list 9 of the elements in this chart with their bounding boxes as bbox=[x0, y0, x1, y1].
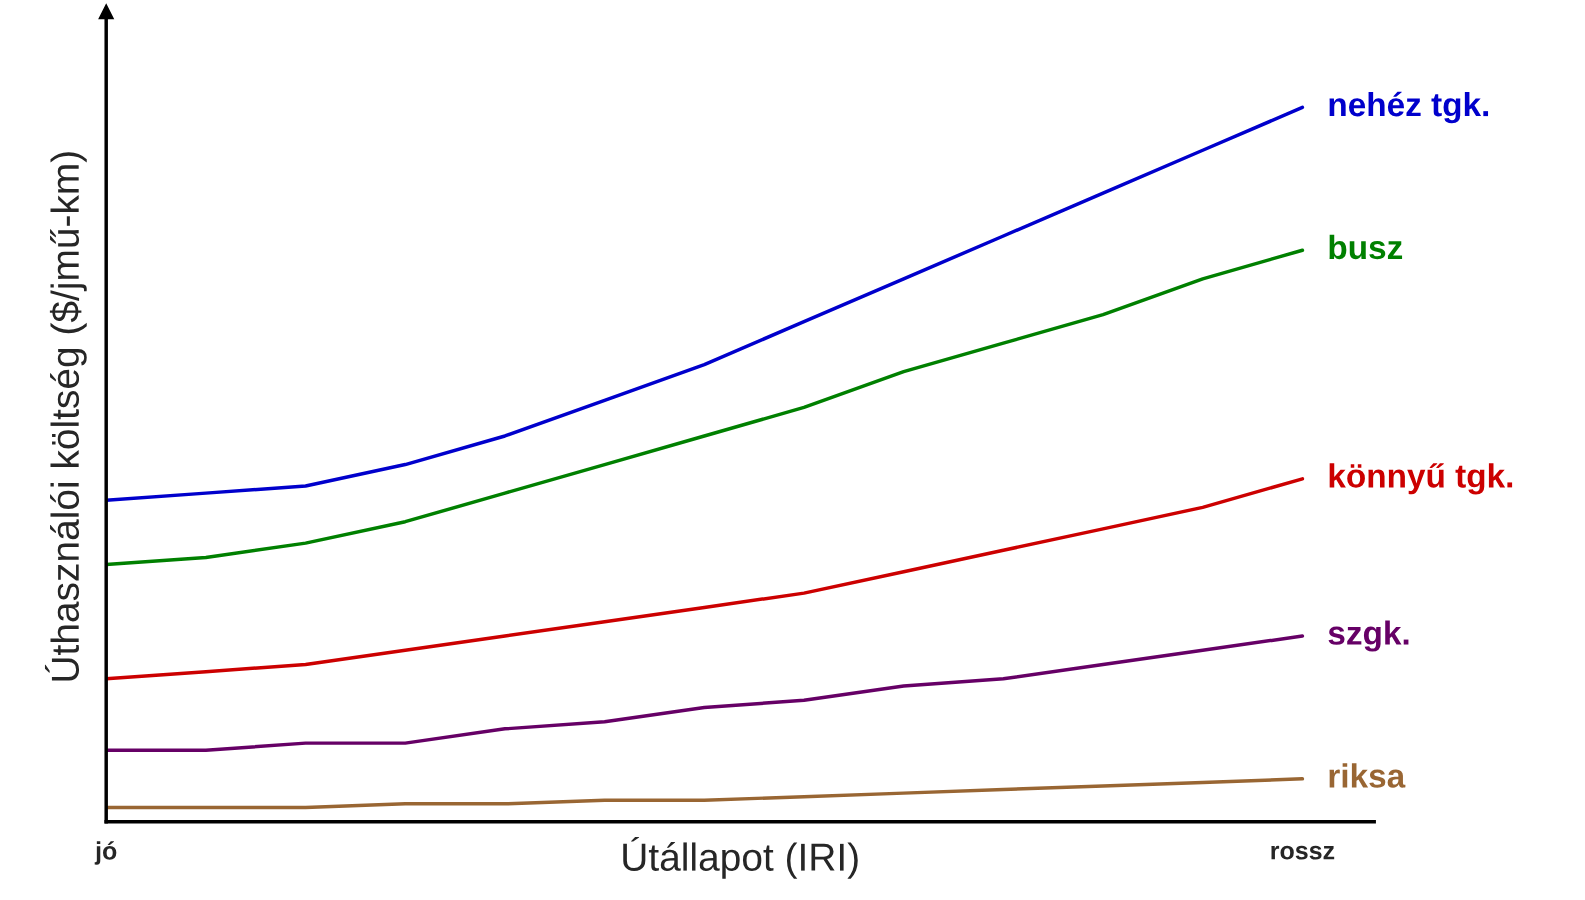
x-axis-title: Útállapot (IRI) bbox=[623, 836, 858, 879]
x-tick-label: rossz bbox=[1271, 845, 1335, 860]
series-label: szgk. bbox=[1328, 620, 1409, 652]
series-label: nehéz tgk. bbox=[1329, 91, 1489, 124]
y-axis-title: Úthasználói költség ($/jmű-km) bbox=[44, 152, 87, 681]
series-label: könnyű tgk. bbox=[1329, 463, 1513, 495]
series-label: riksa bbox=[1329, 763, 1406, 788]
series-label: busz bbox=[1329, 234, 1403, 260]
x-tick-label: jó bbox=[94, 841, 117, 865]
